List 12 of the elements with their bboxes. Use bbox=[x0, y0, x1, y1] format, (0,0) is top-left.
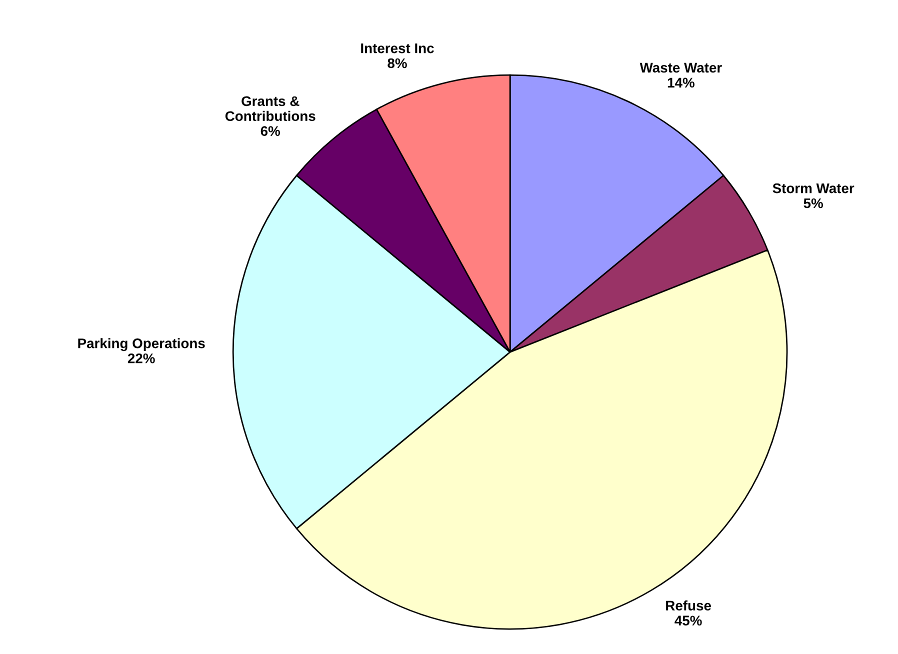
data-label: 5% bbox=[804, 198, 823, 208]
slice-label: Storm Water bbox=[772, 183, 854, 194]
data-label: 14% bbox=[668, 78, 694, 88]
slice-label: Waste Water bbox=[640, 62, 722, 73]
slice-label: Refuse bbox=[666, 600, 711, 611]
slice-label: Grants & Contributions bbox=[225, 96, 316, 122]
slice-label: Parking Operations bbox=[78, 338, 205, 352]
data-label: 8% bbox=[388, 58, 407, 68]
data-label: 22% bbox=[128, 353, 155, 364]
data-label: 6% bbox=[260, 126, 280, 136]
slice-label: Interest Inc bbox=[361, 44, 434, 54]
data-label: 45% bbox=[674, 616, 702, 626]
